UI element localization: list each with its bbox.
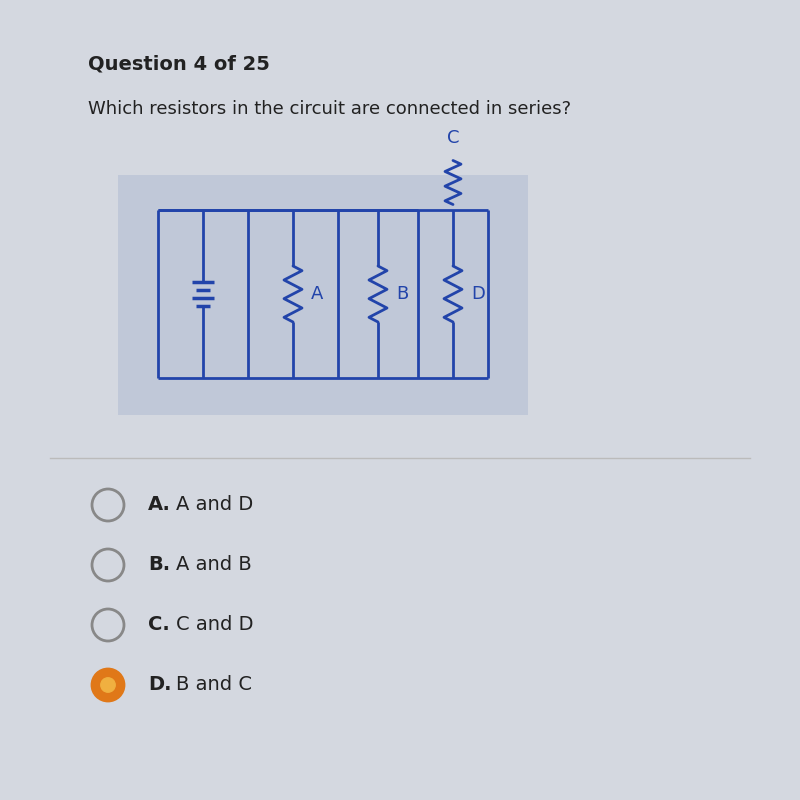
FancyBboxPatch shape bbox=[118, 175, 528, 415]
Text: B and C: B and C bbox=[176, 675, 252, 694]
Text: A.: A. bbox=[148, 495, 171, 514]
Text: C: C bbox=[446, 129, 459, 147]
Circle shape bbox=[92, 669, 124, 701]
Text: D.: D. bbox=[148, 675, 171, 694]
Text: D: D bbox=[471, 285, 485, 303]
Text: Which resistors in the circuit are connected in series?: Which resistors in the circuit are conne… bbox=[88, 100, 571, 118]
Text: C.: C. bbox=[148, 615, 170, 634]
Text: B: B bbox=[396, 285, 408, 303]
Text: A and D: A and D bbox=[176, 495, 254, 514]
Text: C and D: C and D bbox=[176, 615, 254, 634]
Text: A: A bbox=[311, 285, 323, 303]
Text: Question 4 of 25: Question 4 of 25 bbox=[88, 55, 270, 74]
Text: B.: B. bbox=[148, 555, 170, 574]
Circle shape bbox=[101, 678, 115, 692]
Text: A and B: A and B bbox=[176, 555, 252, 574]
